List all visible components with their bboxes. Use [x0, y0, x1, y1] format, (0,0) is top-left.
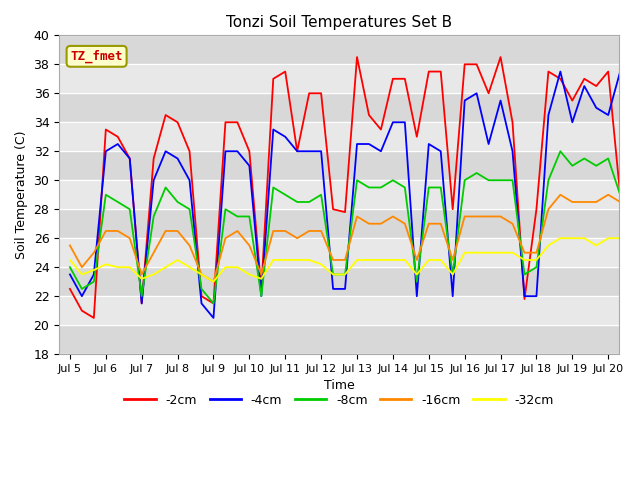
- Bar: [59, 93, 619, 122]
- Bar: [59, 151, 619, 180]
- X-axis label: Time: Time: [324, 379, 355, 393]
- Bar: [59, 267, 619, 296]
- Title: Tonzi Soil Temperatures Set B: Tonzi Soil Temperatures Set B: [226, 15, 452, 30]
- Bar: [59, 36, 619, 64]
- Bar: [59, 209, 619, 238]
- Legend: -2cm, -4cm, -8cm, -16cm, -32cm: -2cm, -4cm, -8cm, -16cm, -32cm: [119, 389, 559, 412]
- Y-axis label: Soil Temperature (C): Soil Temperature (C): [15, 131, 28, 259]
- Text: TZ_fmet: TZ_fmet: [70, 49, 123, 63]
- Bar: [59, 325, 619, 354]
